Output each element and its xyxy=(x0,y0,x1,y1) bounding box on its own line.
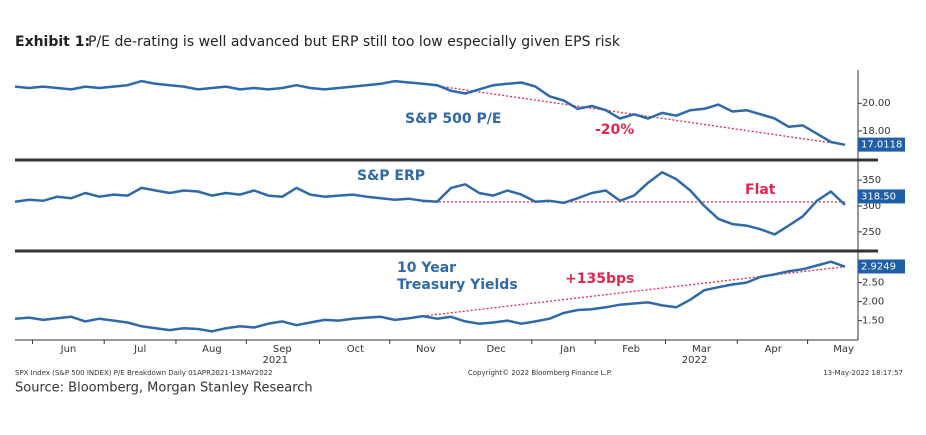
x-tick-label: Aug xyxy=(202,344,222,355)
x-tick-label: Jun xyxy=(60,344,77,355)
last-value-label: 2.9249 xyxy=(861,261,896,272)
series-line xyxy=(14,171,846,236)
x-tick-label: Jul xyxy=(133,344,146,355)
last-value-box xyxy=(858,259,905,274)
y-tick-label: 300 xyxy=(862,201,881,212)
annotation: Flat xyxy=(745,182,776,198)
last-value-label: 318.50 xyxy=(861,191,896,202)
x-tick-label: Dec xyxy=(486,344,505,355)
last-value-label: 17.0118 xyxy=(861,140,902,151)
y-tick-label: 20.00 xyxy=(862,98,891,109)
annotation: S&P 500 P/E xyxy=(405,111,501,127)
x-tick-label: Feb xyxy=(622,344,640,355)
y-tick-label: 2.50 xyxy=(862,278,884,289)
year-label: 2021 xyxy=(263,355,288,366)
x-tick-label: Mar xyxy=(692,344,712,355)
y-tick-label: 1.50 xyxy=(862,316,884,327)
series-line xyxy=(14,79,846,147)
title-lead: Exhibit 1: xyxy=(15,34,90,50)
x-tick-label: Apr xyxy=(765,344,783,355)
y-tick-label: 250 xyxy=(862,227,881,238)
annotation: -20% xyxy=(595,122,634,138)
annotation: S&P ERP xyxy=(357,168,425,184)
last-value-box xyxy=(858,189,905,204)
annotation: +135bps xyxy=(565,271,634,287)
annotation: Treasury Yields xyxy=(397,277,518,293)
y-tick-label: 350 xyxy=(862,175,881,186)
y-tick-label: 18.00 xyxy=(862,126,891,137)
footer-right: 13-May-2022 18:17:57 xyxy=(823,369,903,377)
y-tick-label: 2.00 xyxy=(862,297,884,308)
trend-line xyxy=(422,266,846,317)
x-tick-label: Nov xyxy=(416,344,436,355)
title: P/E de-rating is well advanced but ERP s… xyxy=(88,34,621,50)
year-label: 2022 xyxy=(682,355,707,366)
x-tick-label: Sep xyxy=(273,344,292,355)
source: Source: Bloomberg, Morgan Stanley Resear… xyxy=(15,381,313,396)
x-tick-label: Oct xyxy=(347,344,364,355)
series-line xyxy=(14,260,846,333)
annotation: 10 Year xyxy=(397,260,456,276)
footer-left: SPX Index (S&P 500 INDEX) P/E Breakdown … xyxy=(15,369,273,377)
x-tick-label: May xyxy=(833,344,854,355)
x-tick-label: Jan xyxy=(559,344,575,355)
footer-center: Copyright© 2022 Bloomberg Finance L.P. xyxy=(468,369,612,377)
last-value-box xyxy=(858,137,905,152)
